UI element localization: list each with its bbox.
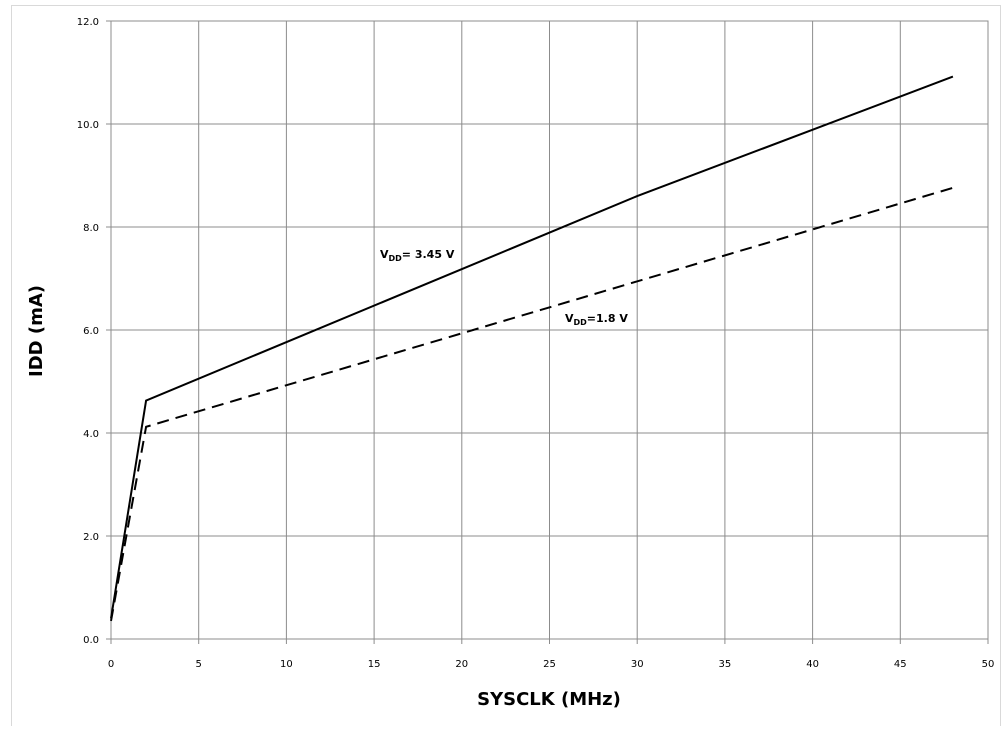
x-tick-label: 40 — [806, 659, 819, 670]
x-tick-label: 15 — [368, 659, 381, 670]
y-axis-title: IDD (mA) — [26, 285, 47, 377]
y-tick-label: 0.0 — [83, 635, 99, 646]
series-line-vdd-3-45 — [110, 75, 954, 619]
x-tick-label: 50 — [982, 659, 995, 670]
x-tick-label: 0 — [108, 659, 114, 670]
ticks: 0 5 10 15 20 25 30 35 40 45 50 0.0 2.0 4.0 6.0 8.0 10.0 1… — [77, 17, 995, 670]
y-tick-label: 2.0 — [83, 532, 99, 543]
series-group — [110, 75, 954, 622]
x-tick-label: 5 — [196, 659, 202, 670]
x-tick-label: 35 — [719, 659, 732, 670]
annotation-vdd-3-45: VDD= 3.45 V — [380, 248, 455, 263]
y-tick-label: 12.0 — [77, 17, 99, 28]
series-line-vdd-1-8 — [110, 186, 954, 622]
annotations: VDD= 3.45 V VDD=1.8 V — [380, 248, 628, 327]
x-tick-label: 45 — [894, 659, 907, 670]
x-axis-title: SYSCLK (MHz) — [477, 689, 621, 710]
x-tick-label: 20 — [455, 659, 468, 670]
x-tick-label: 25 — [543, 659, 556, 670]
y-tick-label: 6.0 — [83, 326, 99, 337]
x-tick-label: 30 — [631, 659, 644, 670]
y-tick-label: 4.0 — [83, 429, 99, 440]
chart-frame — [11, 5, 1001, 726]
x-tick-label: 10 — [280, 659, 293, 670]
annotation-vdd-1-8: VDD=1.8 V — [565, 312, 628, 327]
y-tick-label: 8.0 — [83, 223, 99, 234]
y-tick-label: 10.0 — [77, 120, 99, 131]
